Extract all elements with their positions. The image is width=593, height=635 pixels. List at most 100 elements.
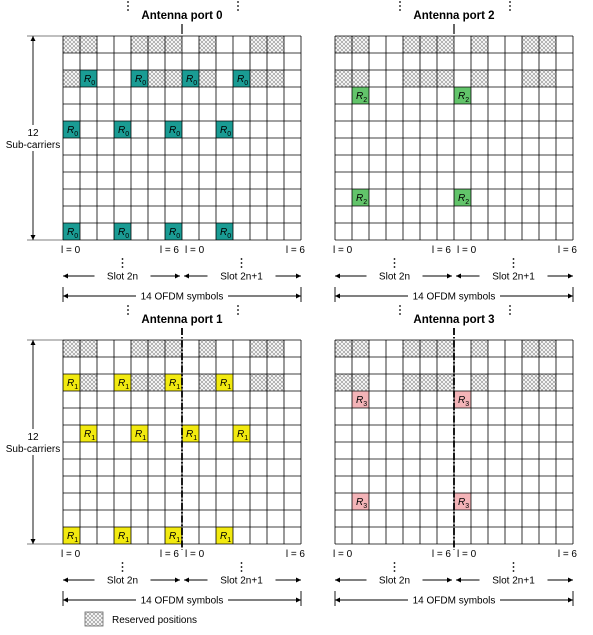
- reference-signal-cell: [216, 527, 233, 544]
- slot-b-ellipsis: [512, 258, 515, 268]
- reference-signal-subscript: 2: [363, 97, 367, 104]
- panel-title: Antenna port 3: [413, 314, 494, 326]
- reserved-cell: [165, 36, 182, 53]
- dot: [399, 309, 401, 311]
- reference-signal-label: R3: [458, 395, 469, 408]
- reference-signal-cell: [352, 493, 369, 510]
- dot: [127, 309, 129, 311]
- reference-signal-label: R3: [356, 395, 367, 408]
- slot-a-arrowhead-left: [335, 273, 340, 279]
- reserved-cell: [335, 36, 352, 53]
- reference-signal-cell: [216, 121, 233, 138]
- reference-signal-subscript: 1: [176, 384, 180, 391]
- reference-signal-label: R1: [220, 531, 231, 544]
- slot-a-label-bg: [366, 573, 423, 586]
- reserved-cell: [539, 340, 556, 357]
- reserved-cell: [420, 340, 437, 357]
- reference-signal-label: R1: [118, 378, 129, 391]
- reserved-cell: [437, 70, 454, 87]
- panel-port2: R2 R2 R2 R2 Antenna port 2 l = 0 l = 6 l = 0 l =…: [333, 1, 577, 303]
- slot-a-arrowhead-right: [175, 273, 180, 279]
- reserved-cell: [80, 36, 97, 53]
- subcarrier-count: 12: [27, 128, 39, 139]
- l0-label-slot-b: l = 0: [185, 549, 205, 560]
- panel-title: Antenna port 1: [141, 314, 223, 326]
- l6-label-slot-a: l = 6: [432, 245, 452, 256]
- reference-signal-cell: [131, 70, 148, 87]
- slot-a-ellipsis: [121, 562, 124, 572]
- reserved-cell: [420, 374, 437, 391]
- reference-signal-label: R0: [186, 74, 197, 87]
- reserved-cell: [352, 340, 369, 357]
- reserved-cell: [131, 374, 148, 391]
- reference-signal-subscript: 0: [74, 233, 78, 240]
- slot-b-arrowhead-left: [456, 273, 461, 279]
- reference-signal-cell: [216, 374, 233, 391]
- l0-label-slot-b: l = 0: [457, 245, 477, 256]
- dot: [399, 1, 401, 3]
- title-left-ellipsis: [399, 1, 401, 11]
- dot: [127, 5, 129, 7]
- l0-label: l = 0: [61, 245, 81, 256]
- reference-signal-label: R0: [118, 227, 129, 240]
- reserved-cell: [420, 36, 437, 53]
- panels-layer: R0 R0 R0 R0 R0 R0 R0 R0 R0 R0 R0 R0 Antenna port 0 l …: [2, 1, 578, 607]
- reference-signal-subscript: 1: [74, 537, 78, 544]
- symbols-label-bg: [408, 593, 500, 606]
- reserved-cell: [471, 70, 488, 87]
- symbols-arrowhead-left: [63, 293, 68, 299]
- reference-signal-label: R0: [220, 125, 231, 138]
- reference-signal-cell: [233, 70, 250, 87]
- dot: [127, 305, 129, 307]
- dot: [393, 562, 396, 564]
- reference-signal-subscript: 2: [465, 199, 469, 206]
- reference-signal-cell: [454, 87, 471, 104]
- reference-signal-subscript: 1: [125, 537, 129, 544]
- reference-signal-cell: [114, 527, 131, 544]
- reference-signal-label: R0: [118, 125, 129, 138]
- symbols-label: 14 OFDM symbols: [413, 596, 496, 607]
- reference-signal-subscript: 0: [125, 233, 129, 240]
- reference-signal-subscript: 0: [74, 131, 78, 138]
- reference-signal-subscript: 3: [465, 401, 469, 408]
- reserved-legend-swatch: [84, 611, 104, 627]
- reference-signal-subscript: 0: [176, 233, 180, 240]
- slot-a-label: Slot 2n: [379, 576, 410, 587]
- reserved-cell: [250, 340, 267, 357]
- reserved-cell: [352, 70, 369, 87]
- l6-label-slot-a: l = 6: [160, 245, 180, 256]
- l0-label: l = 0: [333, 549, 353, 560]
- l0-label-slot-b: l = 0: [185, 245, 205, 256]
- slot-b-label: Slot 2n+1: [220, 272, 263, 283]
- reserved-cell: [335, 340, 352, 357]
- reserved-cell: [403, 374, 420, 391]
- reference-signal-label: R2: [356, 91, 367, 104]
- symbols-label-bg: [136, 593, 228, 606]
- reserved-cell: [403, 70, 420, 87]
- reserved-cell: [267, 36, 284, 53]
- reserved-cell: [403, 36, 420, 53]
- reference-signal-label: R1: [135, 429, 146, 442]
- reference-signal-cell: [182, 425, 199, 442]
- reserved-cell: [148, 374, 165, 391]
- title-right-ellipsis: [237, 305, 239, 315]
- dot: [240, 266, 243, 268]
- dot: [509, 5, 511, 7]
- symbols-label-bg: [136, 289, 228, 302]
- dot: [512, 566, 515, 568]
- reference-signal-cell: [114, 374, 131, 391]
- slot-b-label-bg: [207, 269, 276, 282]
- reference-signal-label: R1: [118, 531, 129, 544]
- subcarrier-arrowhead-up: [30, 340, 36, 345]
- reference-signal-label: R1: [186, 429, 197, 442]
- subcarrier-label: Sub-carriers: [6, 444, 60, 455]
- reference-signal-subscript: 0: [91, 80, 95, 87]
- reserved-cell: [420, 70, 437, 87]
- l6-label-slot-a: l = 6: [432, 549, 452, 560]
- l6-label-slot-b: l = 6: [558, 549, 578, 560]
- reference-signal-cell: [63, 121, 80, 138]
- reserved-cell: [522, 340, 539, 357]
- slot-b-label-bg: [479, 269, 548, 282]
- reserved-cell: [199, 340, 216, 357]
- dot: [393, 262, 396, 264]
